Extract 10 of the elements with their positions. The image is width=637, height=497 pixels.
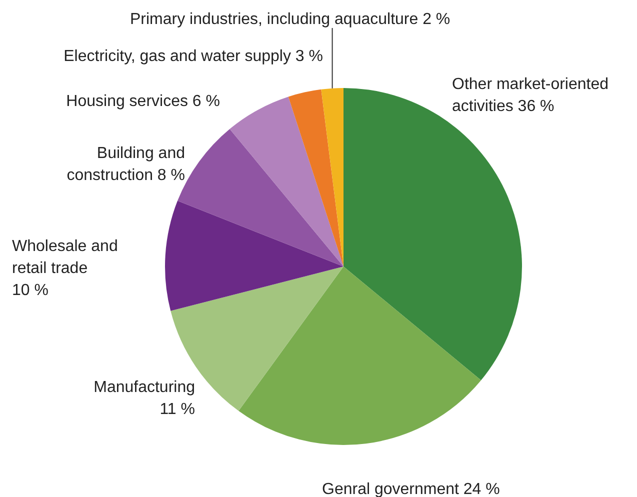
slice-label: Building and construction 8 % [66,145,185,184]
slice-label: Wholesale and retail trade [12,238,118,277]
slice-label: Electricity, gas and water supply 3 % [64,48,323,65]
data-label: 11 % [160,401,195,418]
slice-label: Housing services 6 % [66,93,220,110]
slice-label: Other market-oriented activities 36 % [452,76,609,115]
slice-label: Genral government 24 % [322,481,500,497]
slice-label: Primary industries, including aquaculture 2 % [130,11,450,28]
slice-label: Manufacturing [94,379,195,396]
data-label: 10 % [12,282,48,299]
